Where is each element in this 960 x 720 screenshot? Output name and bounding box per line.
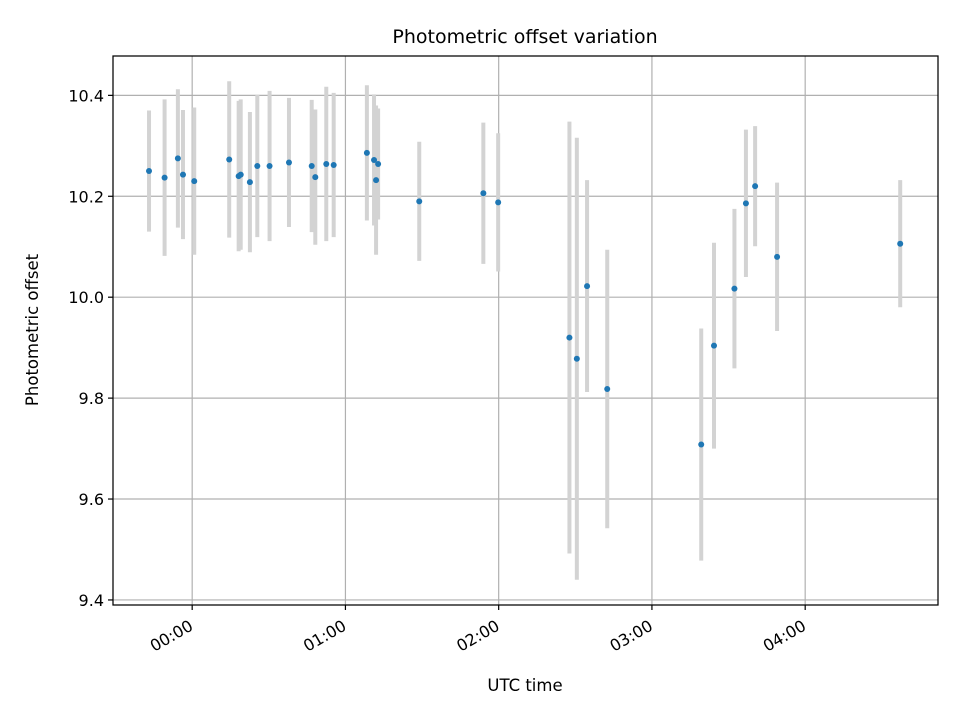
y-tick-label: 10.0 [68, 288, 104, 307]
data-point [710, 342, 717, 349]
data-point [285, 159, 292, 166]
data-point [752, 183, 759, 190]
data-point [566, 334, 573, 341]
data-point [323, 160, 330, 167]
data-points [146, 149, 904, 448]
data-point [312, 174, 319, 181]
data-point [174, 155, 181, 162]
data-point [584, 283, 591, 290]
data-point [731, 285, 738, 292]
data-point [573, 355, 580, 362]
y-tick-label: 10.2 [68, 187, 104, 206]
y-tick-label: 9.4 [79, 591, 104, 610]
data-point [897, 240, 904, 247]
data-point [416, 198, 423, 205]
y-axis: 9.4 9.6 9.8 10.0 10.2 10.4 [68, 86, 113, 610]
y-tick-label: 10.4 [68, 86, 104, 105]
data-point [495, 199, 502, 206]
y-tick-label: 9.6 [79, 490, 104, 509]
data-point [191, 178, 198, 185]
data-point [237, 171, 244, 178]
y-tick-label: 9.8 [79, 389, 104, 408]
data-point [308, 163, 315, 170]
data-point [373, 177, 380, 184]
data-point [179, 171, 186, 178]
data-point [330, 161, 337, 168]
y-axis-title: Photometric offset [23, 253, 42, 406]
data-point [375, 160, 382, 167]
data-point [604, 386, 611, 393]
data-point [146, 168, 153, 175]
axes-frame [112, 55, 939, 606]
data-point [161, 174, 168, 181]
data-point [363, 149, 370, 156]
data-point [226, 156, 233, 163]
data-point [266, 163, 273, 170]
data-point [742, 200, 749, 207]
data-point [774, 253, 781, 260]
x-axis-title: UTC time [487, 676, 562, 695]
data-point [254, 163, 261, 170]
data-point [480, 190, 487, 197]
data-point [371, 156, 378, 163]
chart-title: Photometric offset variation [392, 26, 657, 48]
data-point [246, 179, 253, 186]
data-point [698, 441, 705, 448]
